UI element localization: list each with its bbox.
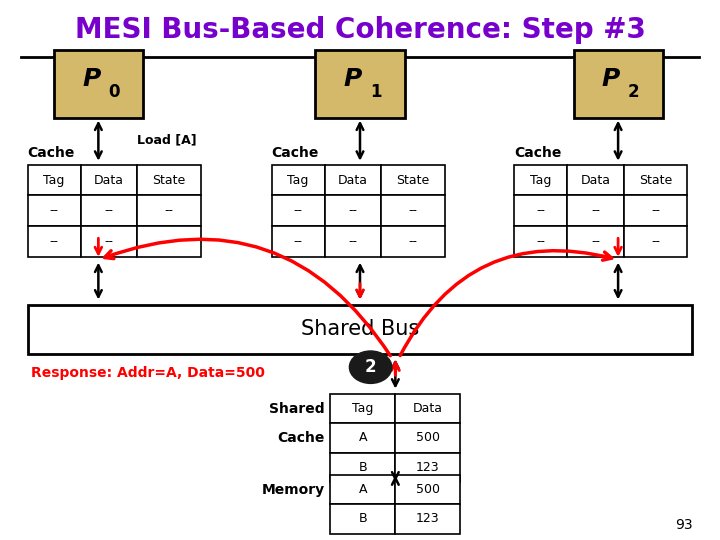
Bar [138,226,201,257]
Bar [624,165,688,195]
Text: 123: 123 [416,512,440,525]
Bar [271,195,325,226]
Text: P: P [602,68,620,91]
Text: --: -- [651,204,660,218]
Bar [381,195,445,226]
Text: --: -- [348,204,357,218]
Text: 2: 2 [628,83,639,101]
Text: --: -- [165,204,174,218]
Text: --: -- [165,235,174,248]
Bar [271,226,325,257]
Bar [395,504,460,534]
Text: 0: 0 [108,83,120,101]
Text: --: -- [294,235,302,248]
Bar [514,195,567,226]
Text: Data: Data [94,173,124,187]
Bar [624,226,688,257]
Bar [330,423,395,453]
Text: --: -- [651,235,660,248]
Bar [27,305,693,354]
Bar [330,453,395,482]
Bar [81,226,138,257]
Text: Cache: Cache [271,146,319,160]
Text: Shared: Shared [269,402,325,416]
Text: Response: Addr=A, Data=500: Response: Addr=A, Data=500 [31,366,265,380]
Text: --: -- [408,235,418,248]
Bar [395,394,460,423]
Text: 2: 2 [365,358,377,376]
Text: --: -- [591,235,600,248]
Bar [395,475,460,504]
Text: 1: 1 [370,83,382,101]
Text: Data: Data [580,173,611,187]
Text: Tag: Tag [530,173,552,187]
Bar [567,226,624,257]
Text: --: -- [294,204,302,218]
Text: 123: 123 [416,461,440,474]
Bar [325,226,381,257]
FancyBboxPatch shape [54,50,143,118]
Text: Data: Data [413,402,443,415]
Bar [381,165,445,195]
Text: Memory: Memory [261,483,325,497]
Text: Tag: Tag [287,173,309,187]
Bar [81,165,138,195]
Bar [381,226,445,257]
Text: P: P [82,68,101,91]
Text: Cache: Cache [277,431,325,445]
FancyBboxPatch shape [315,50,405,118]
Bar [567,195,624,226]
Bar [395,423,460,453]
Text: State: State [639,173,672,187]
Text: --: -- [591,204,600,218]
Text: Load [A]: Load [A] [138,134,197,147]
Circle shape [349,351,392,383]
Text: State: State [397,173,430,187]
Bar [138,195,201,226]
Bar [330,394,395,423]
Bar [514,226,567,257]
Bar [330,475,395,504]
Text: MESI Bus-Based Coherence: Step #3: MESI Bus-Based Coherence: Step #3 [75,16,645,44]
Bar [325,195,381,226]
Bar [271,165,325,195]
Bar [27,195,81,226]
Text: Cache: Cache [514,146,562,160]
Bar [27,226,81,257]
Text: P: P [343,68,362,91]
Bar [138,165,201,195]
Text: --: -- [536,235,545,248]
Bar [325,165,381,195]
Text: --: -- [536,204,545,218]
Text: --: -- [104,235,114,248]
Text: Data: Data [338,173,368,187]
Text: Shared Bus: Shared Bus [301,319,419,340]
Bar [27,165,81,195]
Text: B: B [359,512,367,525]
Bar [624,195,688,226]
Bar [514,165,567,195]
Text: Cache: Cache [27,146,75,160]
Bar [567,165,624,195]
Text: --: -- [50,235,58,248]
Text: 93: 93 [675,518,693,532]
Text: B: B [359,461,367,474]
Text: A: A [359,483,367,496]
Text: Tag: Tag [43,173,65,187]
Text: State: State [153,173,186,187]
Bar [330,504,395,534]
Text: --: -- [408,204,418,218]
Bar [81,195,138,226]
Text: Tag: Tag [352,402,374,415]
Text: --: -- [348,235,357,248]
Bar [395,453,460,482]
Text: 500: 500 [416,483,440,496]
FancyBboxPatch shape [574,50,662,118]
Text: A: A [359,431,367,444]
Text: --: -- [104,204,114,218]
Text: 500: 500 [416,431,440,444]
Text: --: -- [50,204,58,218]
